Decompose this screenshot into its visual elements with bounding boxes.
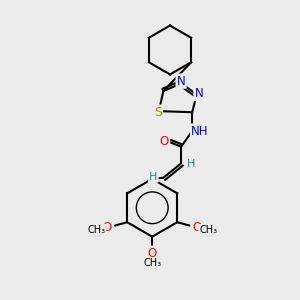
Text: CH₃: CH₃ bbox=[87, 225, 105, 235]
Text: N: N bbox=[177, 75, 185, 88]
Text: O: O bbox=[103, 221, 112, 234]
Text: CH₃: CH₃ bbox=[143, 258, 161, 268]
Text: N: N bbox=[194, 87, 203, 100]
Text: O: O bbox=[148, 247, 157, 260]
Text: O: O bbox=[160, 135, 169, 148]
Text: S: S bbox=[154, 106, 162, 119]
Text: H: H bbox=[187, 159, 195, 170]
Text: NH: NH bbox=[191, 124, 209, 138]
Text: CH₃: CH₃ bbox=[199, 225, 218, 235]
Text: O: O bbox=[193, 221, 202, 234]
Text: H: H bbox=[149, 172, 158, 182]
